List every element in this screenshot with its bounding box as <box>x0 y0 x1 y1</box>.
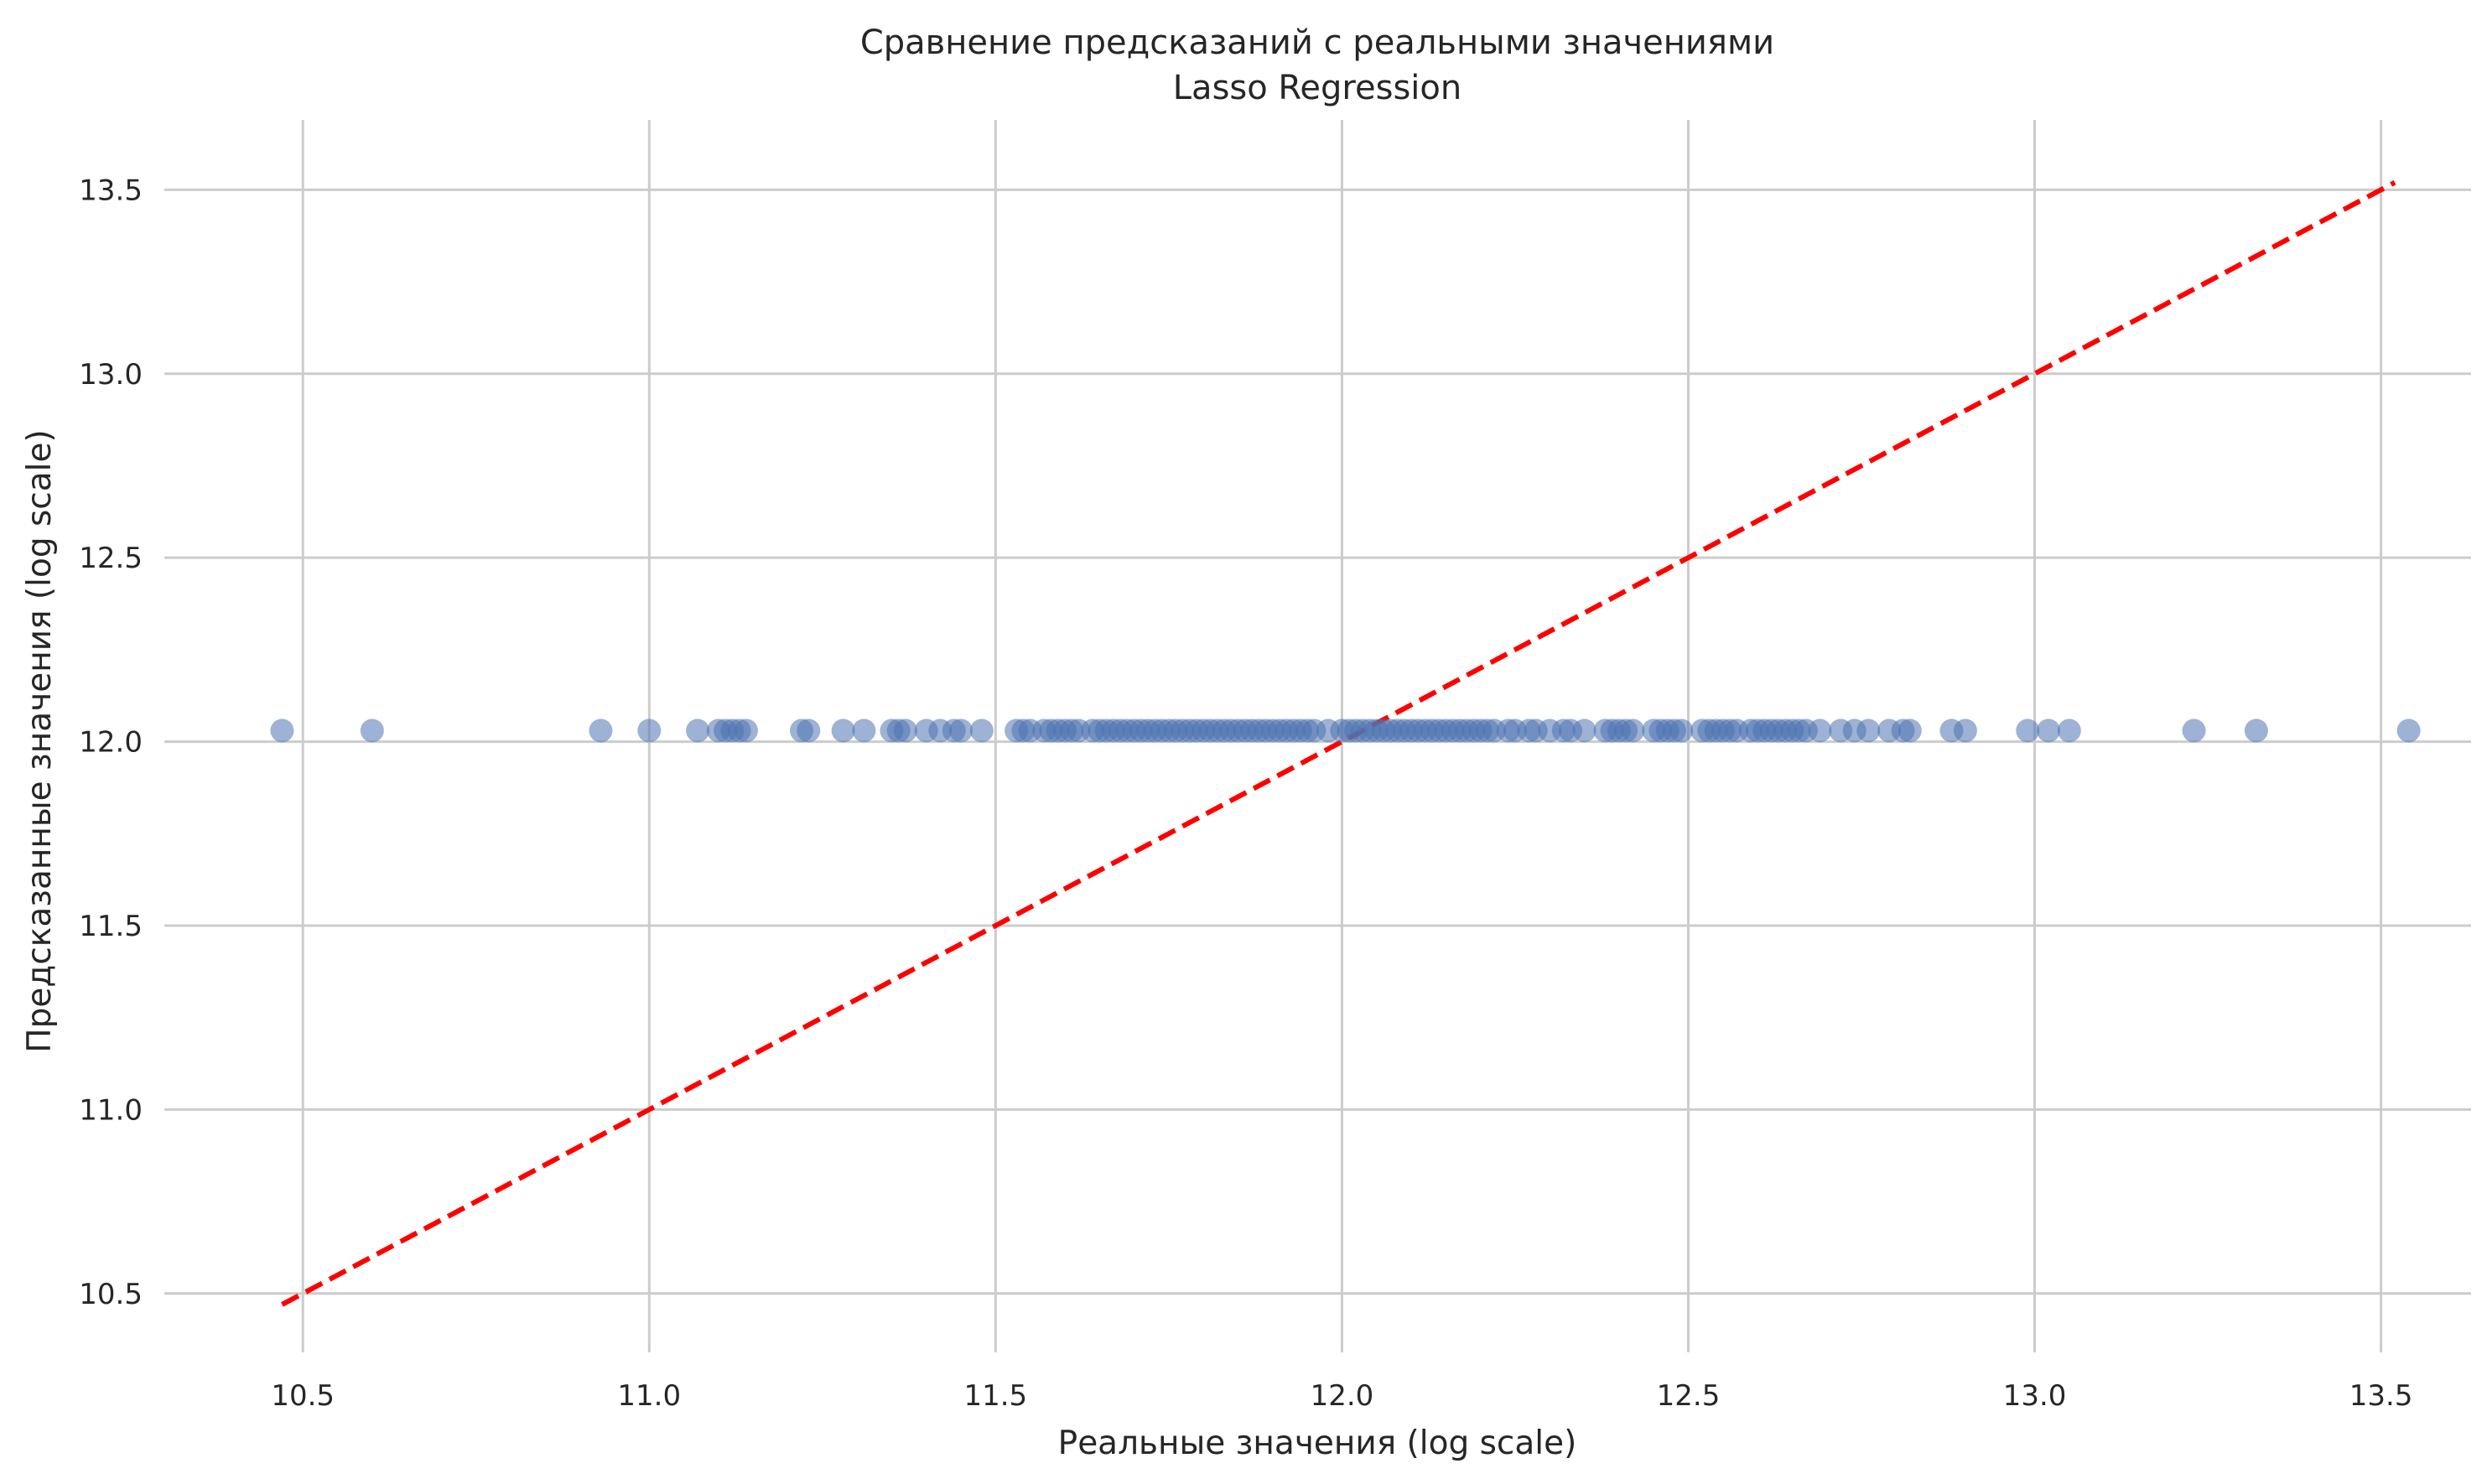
data-point <box>2396 719 2421 743</box>
x-tick-label: 10.5 <box>271 1379 335 1413</box>
data-point <box>270 719 294 743</box>
reference-line-layer <box>281 179 2396 1307</box>
y-tick-labels: 10.5 11.0 11.5 12.0 12.5 13.0 13.5 <box>79 174 143 1310</box>
x-tick-label: 11.5 <box>963 1379 1027 1413</box>
y-tick-label: 13.5 <box>79 174 143 207</box>
x-tick-label: 12.0 <box>1311 1379 1374 1413</box>
chart-subtitle: Lasso Regression <box>1173 69 1461 107</box>
x-tick-label: 12.5 <box>1657 1379 1721 1413</box>
data-point <box>2057 719 2081 743</box>
data-point <box>637 719 662 743</box>
y-axis-label: Предсказанные значения (log scale) <box>21 429 59 1052</box>
data-point <box>1856 719 1881 743</box>
data-point <box>969 719 994 743</box>
x-tick-label: 11.0 <box>617 1379 681 1413</box>
data-point <box>1898 719 1922 743</box>
data-point <box>1808 719 1832 743</box>
data-point <box>1953 719 1977 743</box>
data-point <box>2244 719 2268 743</box>
x-axis-label: Реальные значения (log scale) <box>1058 1424 1577 1462</box>
y-tick-label: 11.5 <box>79 910 143 943</box>
y-tick-label: 12.0 <box>79 726 143 760</box>
x-tick-label: 13.5 <box>2349 1379 2413 1413</box>
y-tick-label: 12.5 <box>79 542 143 575</box>
data-point <box>686 719 710 743</box>
data-point <box>1572 719 1596 743</box>
data-point <box>360 719 384 743</box>
chart-title: Сравнение предсказаний с реальными значе… <box>860 23 1774 62</box>
data-point <box>797 719 821 743</box>
data-point <box>1621 719 1645 743</box>
data-point <box>2182 719 2206 743</box>
x-tick-label: 13.0 <box>2003 1379 2067 1413</box>
data-point <box>2016 719 2040 743</box>
data-point <box>589 719 613 743</box>
data-point <box>949 719 973 743</box>
data-point <box>734 719 758 743</box>
y-tick-label: 11.0 <box>79 1093 143 1127</box>
y-tick-label: 10.5 <box>79 1278 143 1311</box>
data-point <box>852 719 876 743</box>
data-point <box>831 719 855 743</box>
y-tick-label: 13.0 <box>79 358 143 392</box>
data-point <box>1669 719 1694 743</box>
reference-line <box>281 179 2396 1307</box>
data-point <box>893 719 917 743</box>
data-point <box>2037 719 2061 743</box>
x-tick-labels: 10.5 11.0 11.5 12.0 12.5 13.0 13.5 <box>271 1379 2412 1413</box>
scatter-points <box>270 719 2421 743</box>
